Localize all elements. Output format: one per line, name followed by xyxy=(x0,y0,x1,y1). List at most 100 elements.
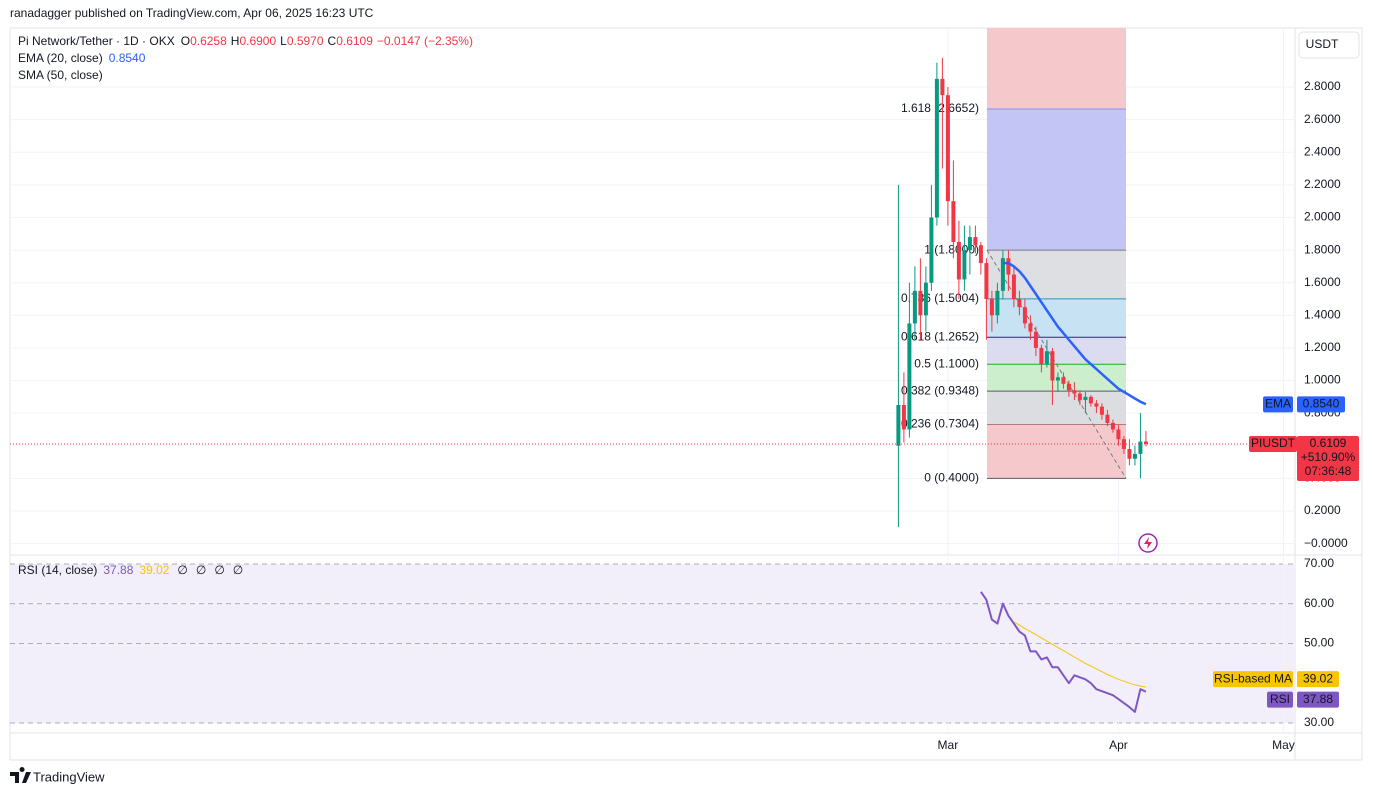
y-tick-label: 1.6000 xyxy=(1304,275,1341,289)
fib-zone xyxy=(987,424,1126,479)
fibonacci: 1.618 (2.6652)1 (1.8000)0.786 (1.5004)0.… xyxy=(901,28,1127,485)
y-tick-label: 50.00 xyxy=(1304,636,1334,650)
candle-body xyxy=(907,323,912,430)
last-price-change: +510.90% xyxy=(1301,450,1356,464)
candle-body xyxy=(1055,377,1060,381)
candle-body xyxy=(940,78,945,96)
candle-body xyxy=(1017,299,1022,308)
fib-label: 0.236 (0.7304) xyxy=(901,417,979,431)
badge xyxy=(1297,671,1339,688)
candle-body xyxy=(1138,441,1143,454)
y-tick-label: 1.8000 xyxy=(1304,242,1341,256)
candle-body xyxy=(1072,390,1077,394)
price-legend: Pi Network/Tether · 1D · OKX O0.6258 H0.69… xyxy=(18,34,473,48)
fib-zone xyxy=(987,337,1126,365)
ema-badge-value: 0.8540 xyxy=(1303,397,1340,411)
axes: −0.00000.20000.40000.60000.80001.00001.2… xyxy=(938,79,1359,752)
y-tick-label: 2.2000 xyxy=(1304,177,1341,191)
fib-label: 0 (0.4000) xyxy=(924,471,979,485)
y-tick-label: 30.00 xyxy=(1304,715,1334,729)
ohlc-key: L xyxy=(280,34,287,48)
extra-labels: ∅ ∅ ∅ ∅ xyxy=(177,563,243,577)
candle-body xyxy=(1050,351,1055,381)
candle-body xyxy=(956,241,961,280)
fib-zone xyxy=(987,391,1126,425)
badge xyxy=(1249,435,1297,452)
candle-body xyxy=(1132,453,1137,459)
candle-body xyxy=(901,404,906,430)
fib-label: 1.618 (2.6652) xyxy=(901,101,979,115)
y-tick-label: 70.00 xyxy=(1304,556,1334,570)
candle-body xyxy=(962,250,967,280)
badge xyxy=(1263,396,1293,413)
fib-zone xyxy=(987,28,1126,110)
icon-bolt xyxy=(1144,537,1152,549)
ohlc-value: 0.6109 xyxy=(336,34,373,48)
candle-body xyxy=(1110,422,1115,430)
brand-name: TradingView xyxy=(33,769,105,784)
marks xyxy=(10,57,1295,713)
candle-body xyxy=(978,245,983,264)
candle-body xyxy=(1000,258,1005,291)
y-tick-label: 1.4000 xyxy=(1304,307,1341,321)
candle-body xyxy=(896,404,901,446)
brand[interactable]: TradingView xyxy=(10,767,105,784)
rsi-ma-value: 39.02 xyxy=(139,563,169,577)
candle-body xyxy=(973,237,978,246)
legend: Pi Network/Tether · 1D · OKX O0.6258 H0.69… xyxy=(18,34,473,577)
y-tick-label: 60.00 xyxy=(1304,596,1334,610)
candle-body xyxy=(951,201,956,242)
ohlc-value: 0.5970 xyxy=(287,34,324,48)
rsi-title: RSI (14, close) xyxy=(18,563,97,577)
badge xyxy=(1297,396,1345,413)
frame xyxy=(9,27,1363,761)
ohlc-value: 0.6258 xyxy=(190,34,227,48)
candle-body xyxy=(1039,347,1044,365)
rsi-value: 37.88 xyxy=(103,563,133,577)
spark-icon[interactable] xyxy=(1138,533,1158,553)
grid xyxy=(10,28,1295,733)
candle-body xyxy=(945,95,950,202)
series-badge-value: 39.02 xyxy=(1303,671,1333,685)
rsi-ma-line xyxy=(1013,621,1146,688)
ohlc-key: O xyxy=(181,34,190,48)
candle-body xyxy=(995,290,1000,316)
currency-button[interactable] xyxy=(1298,31,1360,59)
extra-label: ∅ xyxy=(214,563,224,577)
candle-body xyxy=(929,217,934,283)
ohlc-key: H xyxy=(231,34,240,48)
candle-body xyxy=(1099,406,1104,415)
badge xyxy=(1213,671,1293,688)
series-badge-name: RSI xyxy=(1270,692,1290,706)
ema-badge-label: EMA xyxy=(1265,397,1291,411)
extra-label: ∅ xyxy=(233,563,243,577)
extra-label: ∅ xyxy=(196,563,206,577)
y-tick-label: 2.4000 xyxy=(1304,144,1341,158)
fib-zone xyxy=(987,298,1126,338)
ema-legend: EMA (20, close) 0.8540 xyxy=(18,51,146,65)
fib-label: 0.382 (0.9348) xyxy=(901,383,979,397)
y-tick-label: 1.2000 xyxy=(1304,340,1341,354)
y-tick-label: 0.2000 xyxy=(1304,503,1341,517)
candle-body xyxy=(1083,396,1088,401)
last-price-symbol: PIUSDT xyxy=(1251,436,1296,450)
symbol-title: Pi Network/Tether · 1D · OKX xyxy=(18,34,175,48)
ema-line xyxy=(1002,261,1147,406)
last-price-box xyxy=(1297,435,1359,481)
fib-label: 0.618 (1.2652) xyxy=(901,329,979,343)
candle-body xyxy=(1116,429,1121,440)
candle-body xyxy=(1044,351,1049,365)
candle-body xyxy=(1011,274,1016,300)
last-price-value: 0.6109 xyxy=(1310,436,1347,450)
candle-body xyxy=(1143,441,1148,444)
candle-body xyxy=(1105,414,1110,423)
byline: ranadagger published on TradingView.com,… xyxy=(10,6,374,20)
change: −0.0147 (−2.35%) xyxy=(377,34,473,48)
fib-label: 0.786 (1.5004) xyxy=(901,291,979,305)
fib-zone xyxy=(987,109,1126,251)
ema-value: 0.8540 xyxy=(109,51,146,65)
currency[interactable]: USDT xyxy=(1306,37,1339,51)
candle-body xyxy=(1022,307,1027,324)
candle-body xyxy=(934,78,939,218)
